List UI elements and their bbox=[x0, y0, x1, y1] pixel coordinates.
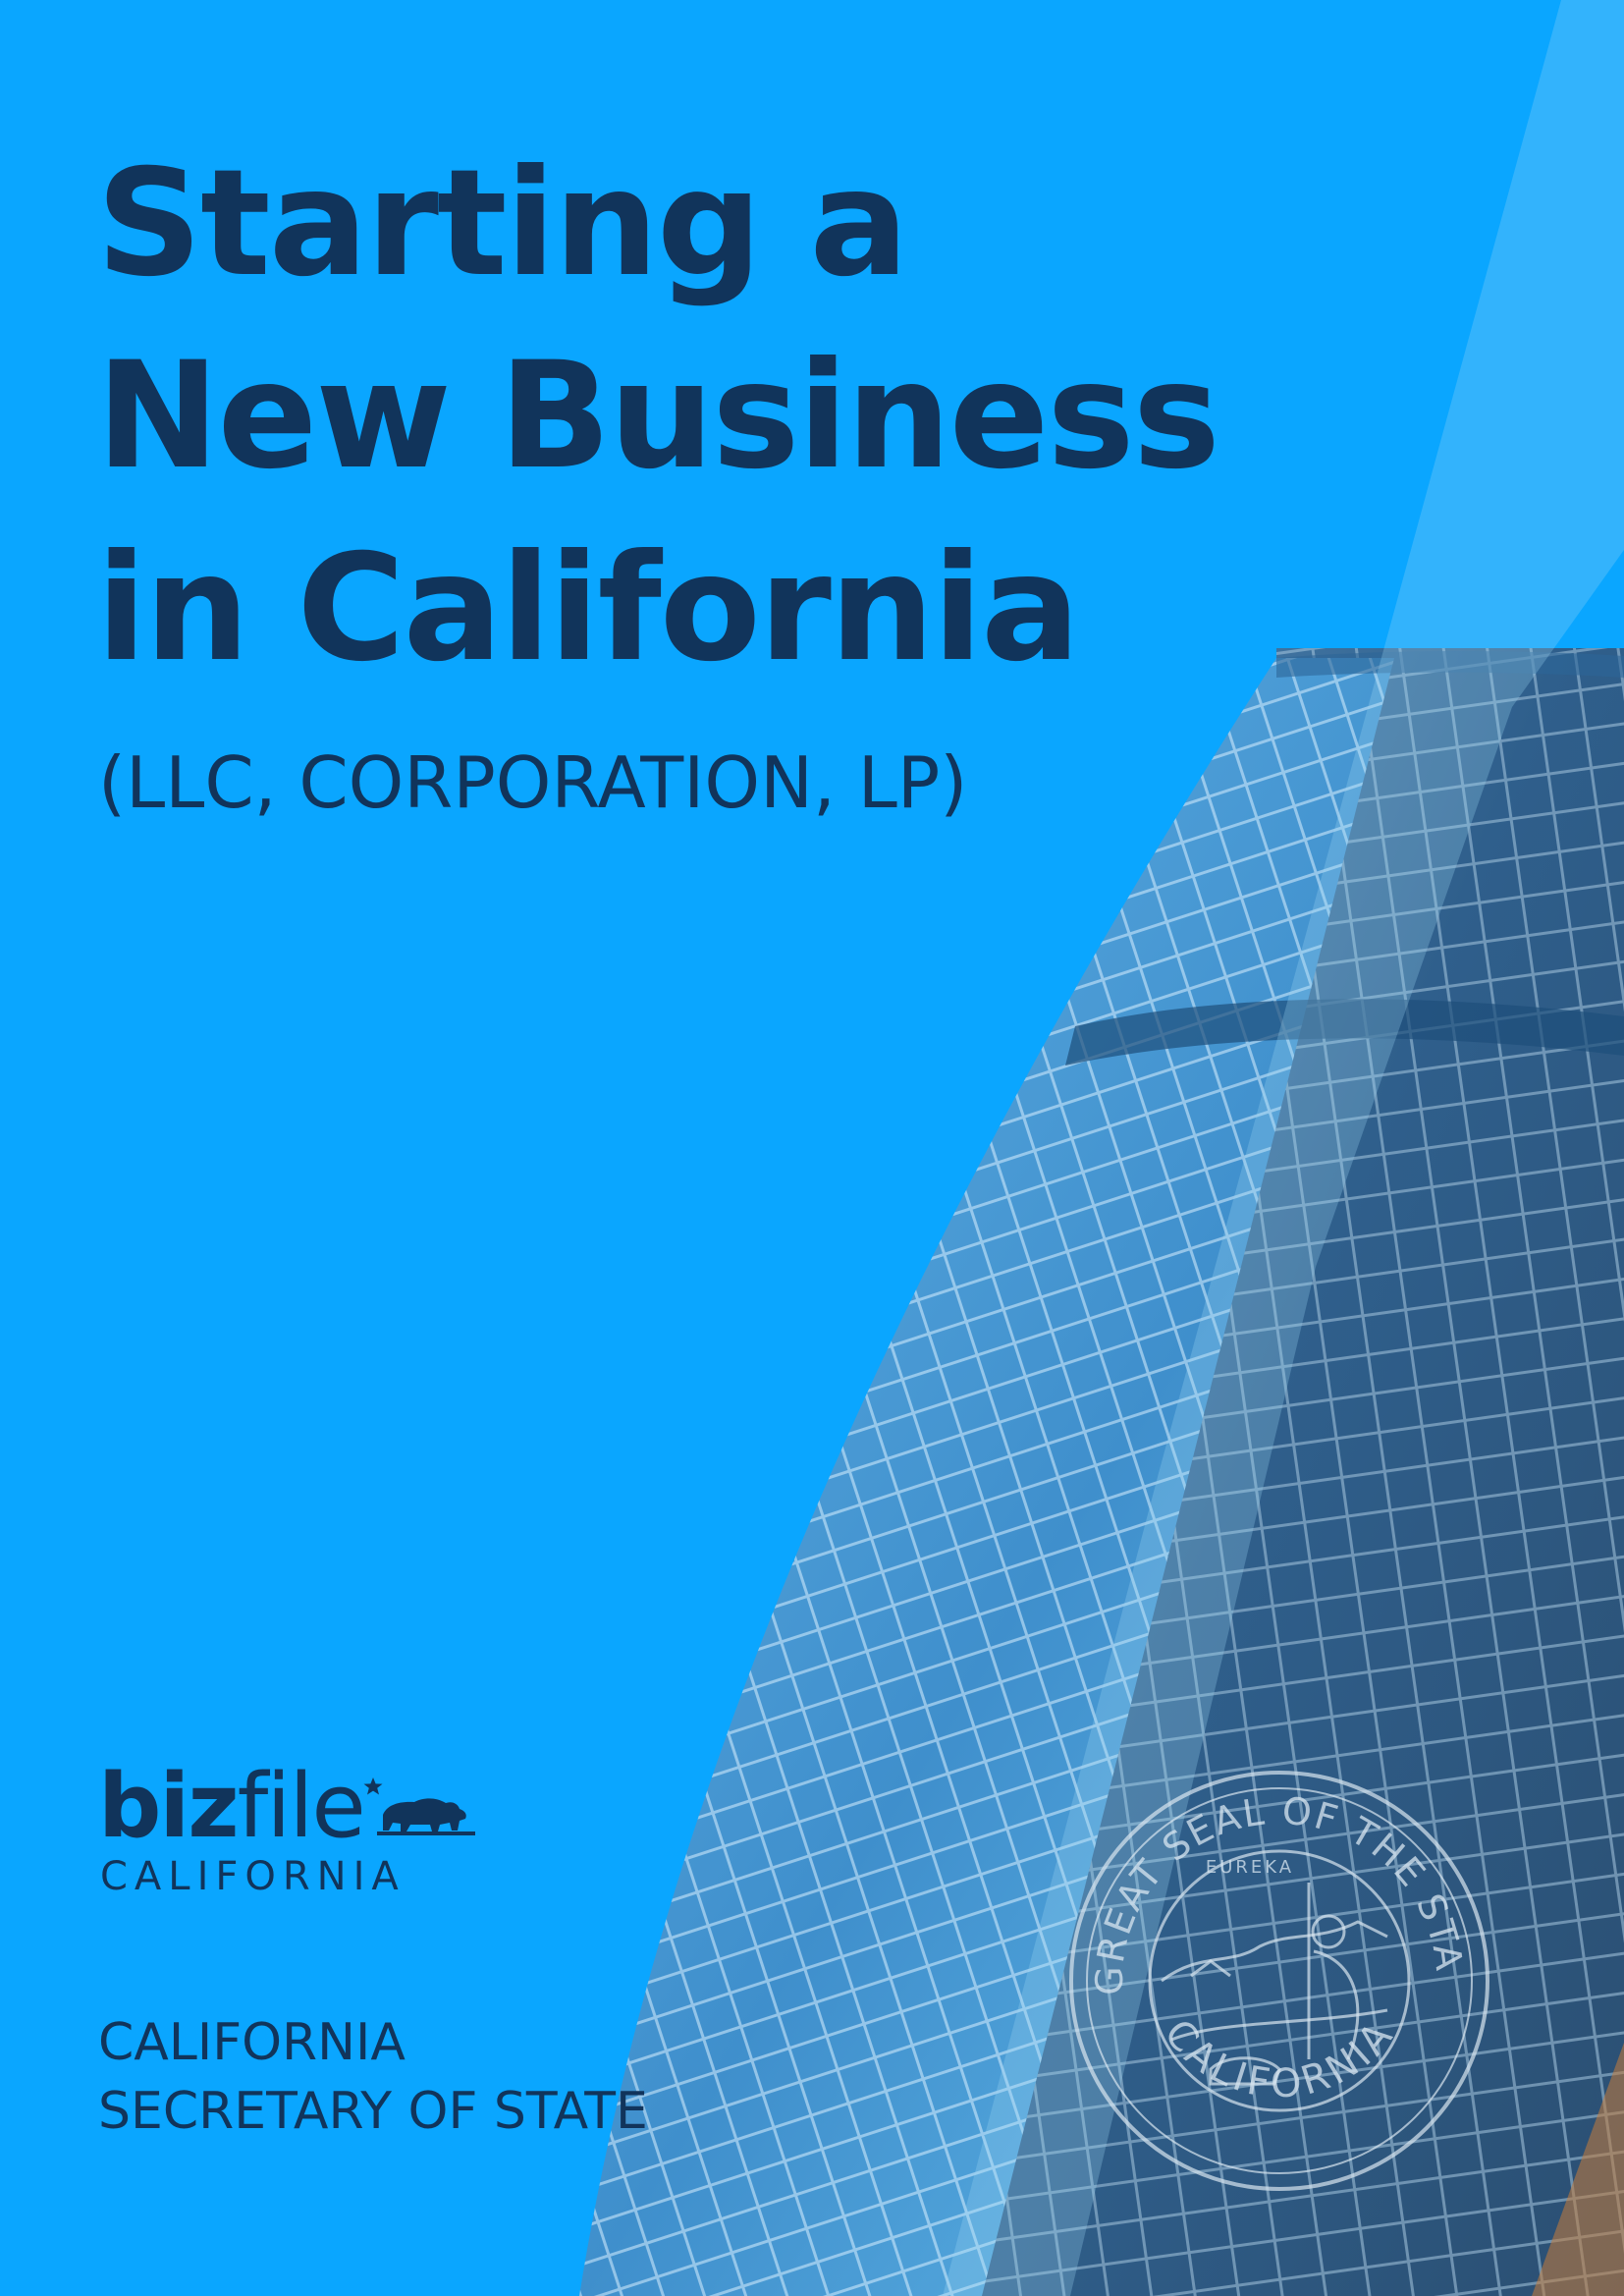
agency-line-2: SECRETARY OF STATE bbox=[98, 2077, 648, 2146]
logo-word-bold: biz bbox=[98, 1755, 238, 1858]
logo-subline: CALIFORNIA bbox=[100, 1854, 406, 1899]
cover-subtitle: (LLC, CORPORATION, LP) bbox=[98, 738, 967, 827]
agency-name: CALIFORNIA SECRETARY OF STATE bbox=[98, 2008, 648, 2146]
seal-motto: EUREKA bbox=[1206, 1857, 1294, 1878]
agency-line-1: CALIFORNIA bbox=[98, 2008, 648, 2077]
cover-title-line-3: in California bbox=[96, 513, 1218, 705]
star-bear-icon bbox=[363, 1776, 479, 1836]
seal-bottom-text: CALIFORNIA bbox=[1155, 2011, 1403, 2107]
cover-title-line-2: New Business bbox=[96, 320, 1218, 513]
svg-text:THE GREAT SEAL OF THE STATE OF: THE GREAT SEAL OF THE STATE OF bbox=[1063, 1765, 1471, 1995]
bizfile-logo: bizfile CALIFORNIA bbox=[98, 1758, 491, 1905]
seal-top-text: THE GREAT SEAL OF THE STATE OF bbox=[1063, 1765, 1471, 1995]
logo-word-regular: file bbox=[238, 1755, 364, 1858]
great-seal-emblem: THE GREAT SEAL OF THE STATE OF CALIFORNI… bbox=[1063, 1765, 1495, 2197]
svg-text:CALIFORNIA: CALIFORNIA bbox=[1155, 2011, 1403, 2107]
cover-title-line-1: Starting a bbox=[96, 128, 1218, 320]
cover-title: Starting a New Business in California bbox=[96, 128, 1218, 705]
